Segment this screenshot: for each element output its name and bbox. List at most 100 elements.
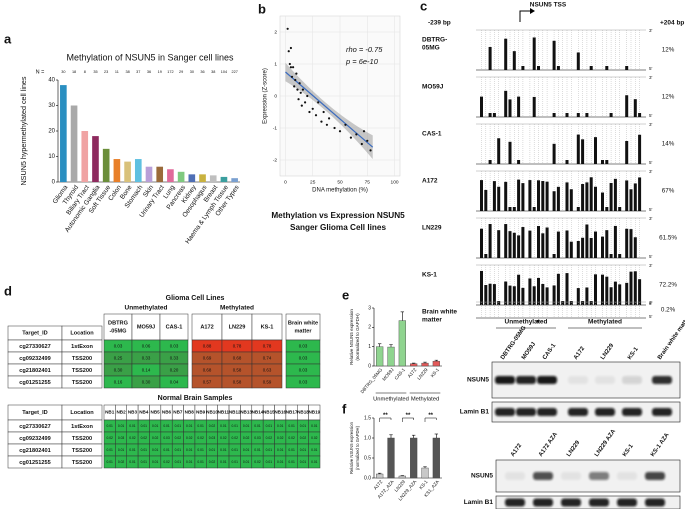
column-header: Brain white xyxy=(288,320,318,326)
cell-value: 0.01 xyxy=(163,448,170,452)
band xyxy=(595,408,615,416)
cell-value: 0.02 xyxy=(220,436,227,440)
column-header: NB8 xyxy=(185,410,195,415)
column-header: NB16 xyxy=(274,410,286,415)
strand-label: 3' xyxy=(649,216,653,221)
cell-value: 0.01 xyxy=(266,460,273,464)
methylated-cpg xyxy=(618,284,622,305)
cell-value: 0.68 xyxy=(233,355,242,360)
methylated-cpg xyxy=(541,233,545,258)
row-label: Lamin B1 xyxy=(460,409,490,416)
panel-label: c xyxy=(420,0,427,13)
band xyxy=(595,376,615,384)
sample-label: 05MG xyxy=(422,45,440,52)
table-title: Normal Brain Samples xyxy=(158,395,233,402)
point xyxy=(287,50,290,53)
cell-value: 0.01 xyxy=(277,448,284,452)
cell-value: 0.02 xyxy=(141,436,148,440)
y-tick-label: 0.5 xyxy=(364,455,371,461)
cell-value: 0.01 xyxy=(197,460,204,464)
methylated-cpg xyxy=(537,277,540,305)
y-tick-label: 0.0 xyxy=(364,475,371,481)
group-label: Methylated xyxy=(220,305,254,312)
y-tick-label: 10 xyxy=(48,154,55,160)
cell-value: 0.02 xyxy=(243,436,250,440)
methylated-cpg xyxy=(581,139,585,164)
band xyxy=(589,498,609,507)
column-header: NB19 xyxy=(308,410,320,415)
y-tick-label: 40 xyxy=(48,78,55,84)
x-tick-label: KS-1 xyxy=(418,479,429,490)
cell-value: 0.01 xyxy=(106,424,113,428)
point xyxy=(311,107,314,110)
methylated-cpg xyxy=(625,66,629,70)
n-label: N = xyxy=(36,69,45,75)
lane-label: KS-1 xyxy=(622,443,635,458)
point xyxy=(362,130,366,133)
methylated-cpg xyxy=(504,224,508,258)
methylated-cpg xyxy=(556,273,560,305)
cell-value: 0.63 xyxy=(263,367,272,372)
x-tick-label: A172 xyxy=(373,479,384,491)
cell-text: cg21802401 xyxy=(19,368,50,374)
methylated-cpg xyxy=(601,192,604,211)
header-cell xyxy=(191,313,223,341)
panel-label: e xyxy=(342,287,349,302)
cell-text: TSS200 xyxy=(72,356,92,362)
bar xyxy=(92,136,99,182)
point xyxy=(349,136,353,139)
cell-value: 0.01 xyxy=(118,448,125,452)
cell-value: 0.03 xyxy=(299,355,308,360)
n-value: 37 xyxy=(136,70,140,74)
x-tick-label: MO59J xyxy=(381,367,394,382)
n-value: 36 xyxy=(147,70,151,74)
cell-value: 0.01 xyxy=(106,460,113,464)
point xyxy=(317,101,320,104)
methylated-cpg xyxy=(521,287,525,305)
methylated-cpg xyxy=(480,228,483,258)
point xyxy=(355,133,358,136)
panel-label: a xyxy=(4,31,12,46)
methylated-cpg xyxy=(512,232,516,258)
cell-value: 0.01 xyxy=(277,424,284,428)
methylated-cpg xyxy=(613,225,617,258)
point xyxy=(360,142,363,146)
methylated-cpg xyxy=(512,51,516,70)
n-value: 30 xyxy=(190,70,194,74)
cell-value: 0.02 xyxy=(266,436,273,440)
column-header: matter xyxy=(294,328,312,334)
bar xyxy=(124,161,131,182)
methylated-cpg xyxy=(512,207,516,211)
methylated-cpg xyxy=(576,240,580,258)
methylated-cpg xyxy=(569,189,573,211)
strand-label: 5' xyxy=(649,314,653,319)
cell-value: 0.33 xyxy=(142,355,151,360)
n-value: 19 xyxy=(158,70,162,74)
methylated-cpg xyxy=(532,96,536,117)
methylated-cpg xyxy=(541,181,545,211)
bar xyxy=(387,437,395,479)
sample-label: Brain white xyxy=(422,309,457,316)
methylated-cpg xyxy=(537,180,540,211)
n-value: 227 xyxy=(231,70,237,74)
value-cell xyxy=(251,375,283,389)
methylated-cpg xyxy=(565,230,569,258)
point xyxy=(297,98,300,101)
column-header: Location xyxy=(70,330,94,336)
methylated-cpg xyxy=(488,113,492,117)
column-header: NB9 xyxy=(196,410,206,415)
cell-value: 0.01 xyxy=(141,460,148,464)
x-tick-label: 25 xyxy=(310,179,316,185)
cell-value: 0.02 xyxy=(254,460,261,464)
band xyxy=(652,408,672,416)
cell-value: 0.04 xyxy=(170,379,179,384)
methylated-cpg xyxy=(541,283,545,305)
strand-label: 3' xyxy=(649,263,653,268)
y-tick-label: 0 xyxy=(274,93,277,99)
bar xyxy=(199,174,206,182)
cell-value: 0.20 xyxy=(170,367,179,372)
methylation-percent: 67% xyxy=(662,188,675,195)
bar xyxy=(376,346,384,367)
cell-value: 0.14 xyxy=(142,367,151,372)
methylated-cpg xyxy=(638,177,642,211)
